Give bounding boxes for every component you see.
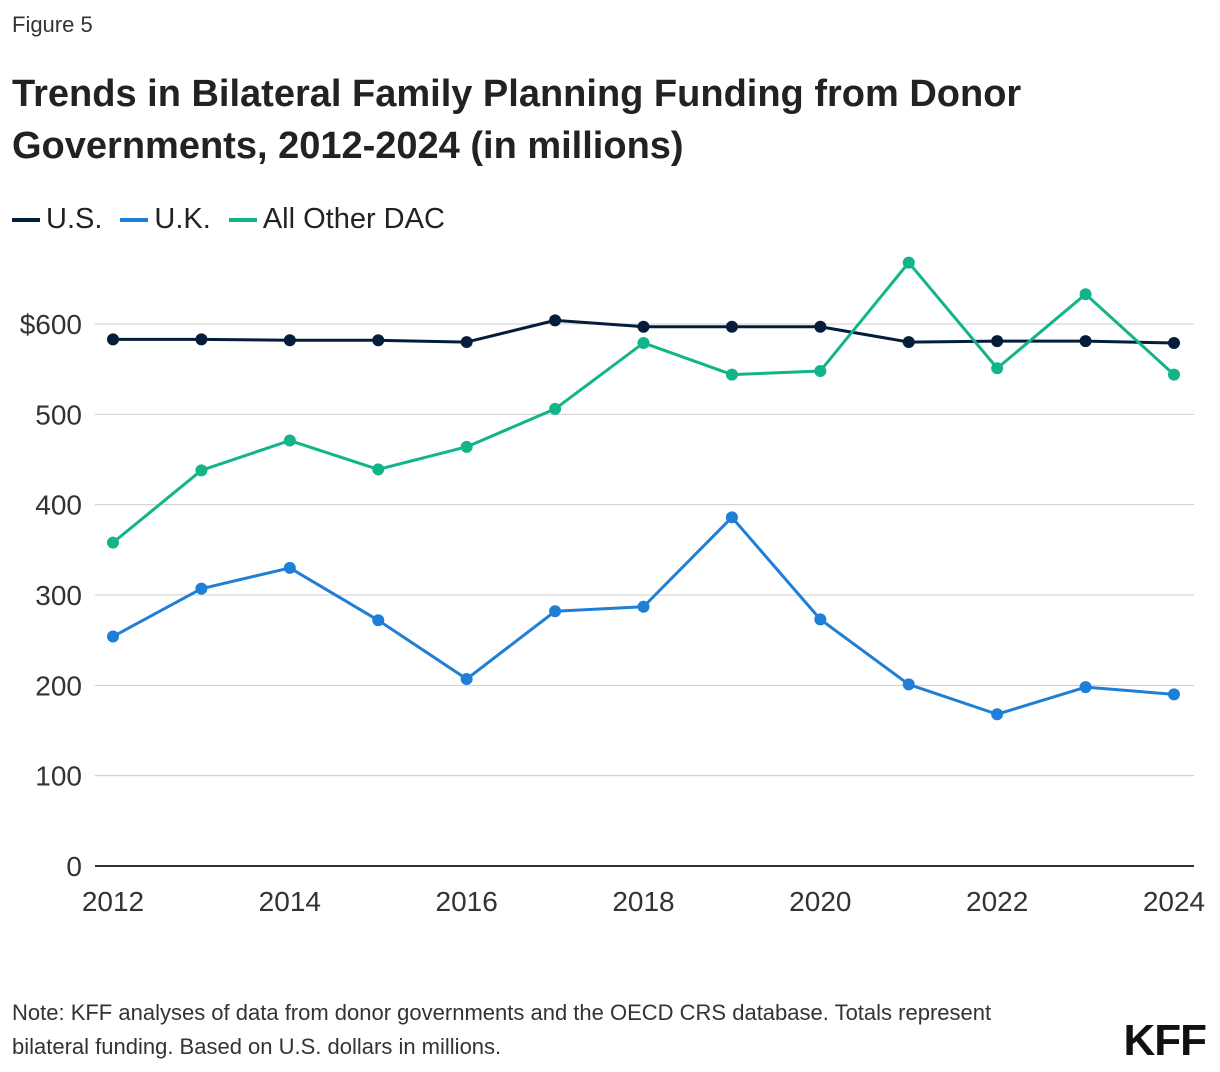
data-point [991, 362, 1004, 375]
line-chart: 0 100 200 300 400 500 $600 2012 2014 2016 2018 2020… [20, 256, 1205, 917]
legend-label: U.S. [46, 203, 103, 235]
data-point [107, 333, 119, 346]
kff-logo: KFF [1123, 1016, 1207, 1065]
data-point [283, 334, 296, 347]
x-tick-label: 2016 [436, 886, 498, 917]
data-point [549, 402, 562, 415]
data-point [549, 314, 562, 327]
legend: U.S. U.K. All Other DAC [12, 203, 445, 236]
x-tick-label: 2018 [612, 886, 674, 917]
data-point [1168, 368, 1180, 381]
data-point [195, 582, 208, 595]
legend-swatch [12, 217, 40, 222]
y-tick-label: 0 [66, 851, 82, 882]
data-point [814, 320, 827, 333]
legend-item: All Other DAC [228, 203, 445, 236]
legend-label: All Other DAC [262, 203, 445, 235]
legend-item: U.K. [120, 203, 211, 236]
data-point [1168, 688, 1180, 701]
data-point [814, 364, 827, 377]
data-point [372, 334, 385, 347]
legend-swatch [228, 217, 257, 222]
data-point [283, 561, 296, 574]
y-tick-label: 500 [35, 399, 82, 430]
data-point [991, 708, 1004, 721]
data-point [107, 630, 119, 643]
data-point [1168, 336, 1180, 349]
data-point [902, 678, 915, 691]
chart-title: Trends in Bilateral Family Planning Fund… [12, 73, 1022, 167]
data-point [107, 536, 119, 549]
legend-label: U.K. [154, 203, 211, 235]
chart-note: Note: KFF analyses of data from donor go… [12, 1000, 992, 1059]
y-tick-label: 200 [35, 670, 82, 701]
data-point [1079, 288, 1092, 301]
data-point [1079, 681, 1092, 694]
data-point [372, 614, 385, 627]
y-tick-label: 400 [35, 490, 82, 521]
data-point [637, 600, 650, 613]
data-point [725, 511, 738, 524]
data-point [460, 673, 473, 686]
x-tick-label: 2024 [1143, 886, 1205, 917]
data-point [1079, 335, 1092, 348]
data-point [195, 464, 208, 477]
data-point [549, 605, 562, 618]
data-point [195, 333, 208, 346]
data-point [283, 434, 296, 447]
data-point [637, 320, 650, 333]
data-point [991, 335, 1004, 348]
series-line-all-other-dac [112, 261, 1176, 544]
data-point [725, 320, 738, 333]
data-point [460, 440, 473, 453]
series-line-u-k- [112, 515, 1175, 716]
legend-item: U.S. [12, 203, 102, 236]
data-point [637, 336, 650, 349]
figure-label: Figure 5 [12, 12, 93, 37]
x-tick-label: 2022 [966, 886, 1028, 917]
y-tick-label: $600 [20, 309, 82, 340]
data-point [725, 368, 738, 381]
data-point [814, 613, 827, 626]
data-point [372, 463, 385, 476]
y-tick-label: 100 [35, 761, 82, 792]
legend-swatch [120, 217, 149, 222]
data-point [460, 336, 473, 349]
y-tick-label: 300 [35, 580, 82, 611]
x-tick-label: 2020 [789, 886, 851, 917]
x-tick-label: 2014 [259, 886, 321, 917]
x-tick-label: 2012 [82, 886, 144, 917]
data-point [902, 336, 915, 349]
data-point [902, 256, 915, 269]
